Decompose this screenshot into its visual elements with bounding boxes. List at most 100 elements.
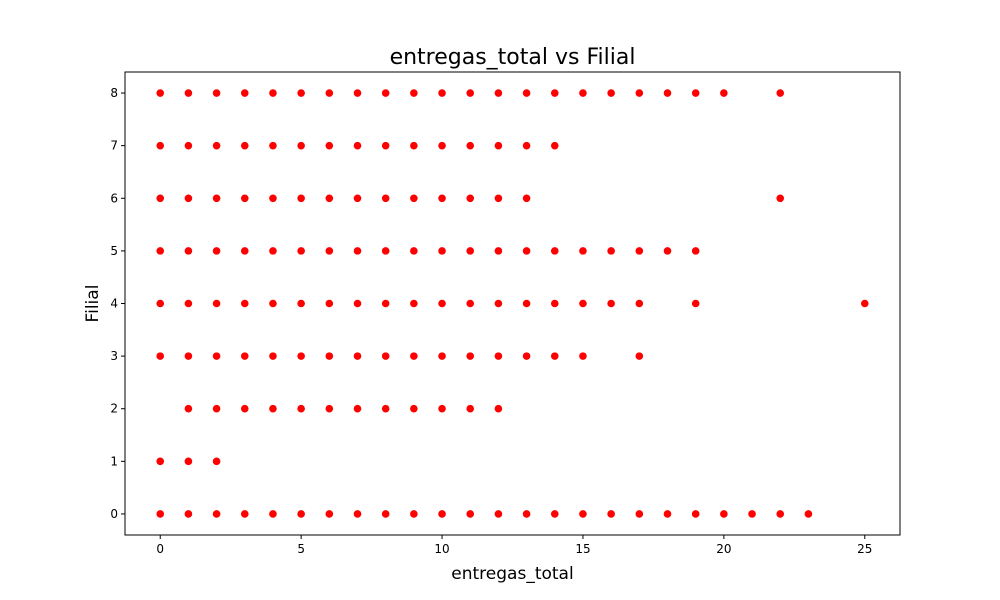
scatter-point [211,193,222,203]
scatter-point [268,193,278,203]
scatter-point [550,298,560,309]
scatter-point [775,193,785,203]
scatter-point [634,298,644,309]
scatter-point [578,351,588,361]
scatter-point [437,298,447,309]
scatter-point [240,246,250,256]
scatter-point [521,298,532,309]
chart-title: entregas_total vs Filial [390,45,636,70]
scatter-point [437,88,447,98]
scatter-point [211,351,222,361]
plot-area [124,71,901,536]
scatter-point [183,246,194,256]
scatter-point [381,193,391,203]
scatter-point [493,404,504,414]
scatter-point [155,246,165,256]
scatter-point [240,88,250,98]
scatter-point [437,141,447,151]
scatter-point [352,509,363,519]
scatter-point [691,246,701,256]
scatter-point [719,88,729,98]
x-axis-label: entregas_total [451,564,573,584]
scatter-point [521,141,532,151]
scatter-point [747,509,757,519]
scatter-point [296,246,306,256]
scatter-point [211,88,222,98]
scatter-point [324,88,334,98]
scatter-point [606,298,616,309]
scatter-point [155,193,165,203]
scatter-point [493,88,504,98]
scatter-point [381,351,391,361]
scatter-point [240,404,250,414]
scatter-point [409,509,419,519]
scatter-point [381,298,391,309]
scatter-point [155,456,165,466]
scatter-point [268,351,278,361]
scatter-point [437,404,447,414]
scatter-point [437,246,447,256]
scatter-point [352,88,363,98]
scatter-point [521,193,532,203]
scatter-point [268,509,278,519]
scatter-point [296,298,306,309]
plot-frame [124,71,901,536]
scatter-point [183,404,194,414]
y-tick-label: 6 [110,191,118,205]
scatter-point [240,351,250,361]
scatter-point [211,298,222,309]
scatter-point [352,246,363,256]
scatter-point [183,193,194,203]
scatter-point [493,298,504,309]
x-axis: 0 5 10 15 20 25 [156,535,872,556]
scatter-point [240,193,250,203]
scatter-point [381,509,391,519]
scatter-point [155,141,165,151]
scatter-point [409,193,419,203]
scatter-point [155,509,165,519]
y-tick-label: 2 [110,402,118,416]
scatter-point [409,88,419,98]
scatter-point [352,351,363,361]
scatter-point [465,88,475,98]
scatter-point [268,141,278,151]
scatter-point [211,246,222,256]
scatter-point [211,404,222,414]
scatter-point [155,351,165,361]
scatter-point [324,509,334,519]
scatter-point [465,351,475,361]
scatter-point [296,509,306,519]
scatter-point [409,351,419,361]
scatter-point [465,193,475,203]
scatter-point [550,141,560,151]
scatter-point [662,246,673,256]
scatter-point [183,351,194,361]
scatter-point [691,88,701,98]
scatter-point [155,298,165,309]
scatter-point [381,88,391,98]
scatter-point [352,193,363,203]
scatter-point [268,298,278,309]
scatter-point [493,509,504,519]
x-tick-label: 20 [716,542,731,556]
scatter-point [240,141,250,151]
scatter-point [775,509,785,519]
scatter-point [437,193,447,203]
scatter-point [240,509,250,519]
y-axis: 0 1 2 3 4 5 6 7 8 [110,86,125,521]
x-tick-label: 0 [156,542,164,556]
scatter-point [437,351,447,361]
scatter-point [550,246,560,256]
scatter-point [296,88,306,98]
scatter-point [465,246,475,256]
scatter-point [493,193,504,203]
scatter-point [550,351,560,361]
scatter-point [550,509,560,519]
scatter-point [268,404,278,414]
scatter-point [803,509,814,519]
scatter-point [211,456,222,466]
scatter-point [437,509,447,519]
scatter-point [155,88,165,98]
scatter-point [381,141,391,151]
